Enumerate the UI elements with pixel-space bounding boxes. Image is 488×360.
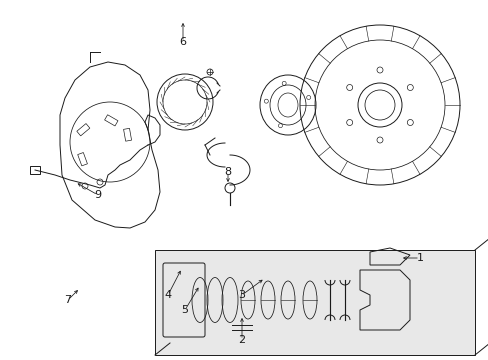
Bar (77, 123, 90, 136)
Bar (78, 153, 87, 166)
Bar (123, 128, 131, 141)
Text: 2: 2 (238, 335, 245, 345)
Text: 4: 4 (164, 290, 171, 300)
Text: 6: 6 (179, 37, 186, 47)
Bar (30, 166, 40, 174)
Text: 9: 9 (94, 190, 102, 200)
Text: 1: 1 (416, 253, 423, 263)
Bar (104, 115, 118, 126)
Bar (155, 250, 474, 355)
Text: 3: 3 (238, 290, 245, 300)
Text: 8: 8 (224, 167, 231, 177)
Text: 5: 5 (181, 305, 188, 315)
Text: 7: 7 (64, 295, 71, 305)
